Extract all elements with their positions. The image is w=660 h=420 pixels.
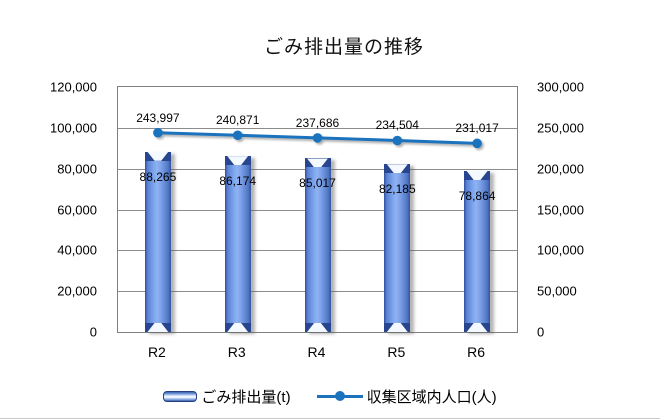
right-axis-tick: 150,000 bbox=[537, 202, 584, 217]
legend-item-line-series: 収集区域内人口(人) bbox=[316, 386, 497, 407]
bar-value-label: 85,017 bbox=[299, 176, 336, 191]
bar-R2 bbox=[144, 151, 171, 332]
bar-R4 bbox=[304, 158, 331, 332]
legend-label-bar-series: ごみ排出量(t) bbox=[201, 388, 291, 406]
x-label-R4: R4 bbox=[307, 344, 326, 360]
page-divider bbox=[0, 418, 660, 419]
x-label-R3: R3 bbox=[227, 344, 246, 360]
bar-value-label: 82,185 bbox=[378, 182, 416, 197]
bar-value-label: 88,265 bbox=[139, 169, 177, 184]
right-axis-ticks: 300,000 250,000 200,000 150,000 100,000 50,00… bbox=[537, 80, 647, 340]
line-value-label: 237,686 bbox=[295, 115, 340, 130]
legend-item-bar-series: ごみ排出量(t) bbox=[163, 386, 291, 407]
bar-R6 bbox=[464, 171, 491, 332]
plot-area: 88,265 86,174 85,017 82,185 78,864 243,997 240… bbox=[117, 86, 518, 333]
x-label-R2: R2 bbox=[147, 344, 166, 360]
left-axis-ticks: 120,000 100,000 80,000 60,000 40,000 20,000 0 bbox=[0, 80, 97, 340]
x-axis-labels: R2 R3 R4 R5 R6 bbox=[117, 344, 518, 364]
left-axis-tick: 0 bbox=[89, 324, 97, 340]
line-value-label: 243,997 bbox=[136, 110, 180, 125]
left-axis-tick: 40,000 bbox=[57, 242, 97, 258]
legend-label-line-series: 収集区域内人口(人) bbox=[366, 388, 497, 406]
bar-value-label: 78,864 bbox=[458, 188, 496, 203]
left-axis-tick: 80,000 bbox=[57, 161, 97, 177]
right-axis-tick: 100,000 bbox=[537, 242, 584, 258]
bar-R3 bbox=[224, 156, 251, 332]
right-axis-tick: 50,000 bbox=[537, 283, 577, 299]
line-series bbox=[153, 127, 482, 149]
left-axis-tick: 120,000 bbox=[50, 79, 97, 95]
line-value-label: 231,017 bbox=[455, 121, 499, 136]
line-value-label: 234,504 bbox=[375, 118, 419, 133]
left-axis-tick: 20,000 bbox=[57, 283, 97, 299]
chart-title: ごみ排出量の推移 bbox=[263, 37, 424, 58]
gridline bbox=[118, 127, 517, 129]
x-label-R6: R6 bbox=[467, 344, 486, 360]
line-value-label: 240,871 bbox=[215, 113, 260, 128]
right-axis-tick: 200,000 bbox=[537, 161, 584, 177]
legend: ごみ排出量(t) 収集区域内人口(人) bbox=[0, 381, 660, 411]
bar-R5 bbox=[384, 164, 411, 332]
bar-series-swatch-icon bbox=[163, 390, 198, 402]
left-axis-tick: 60,000 bbox=[57, 202, 97, 217]
left-axis-tick: 100,000 bbox=[50, 120, 97, 136]
line-series-swatch-icon bbox=[316, 390, 363, 402]
right-axis-tick: 0 bbox=[537, 324, 545, 340]
right-axis-tick: 300,000 bbox=[537, 79, 584, 95]
bar-value-label: 86,174 bbox=[219, 174, 257, 189]
x-label-R5: R5 bbox=[387, 344, 406, 360]
right-axis-tick: 250,000 bbox=[537, 120, 584, 136]
